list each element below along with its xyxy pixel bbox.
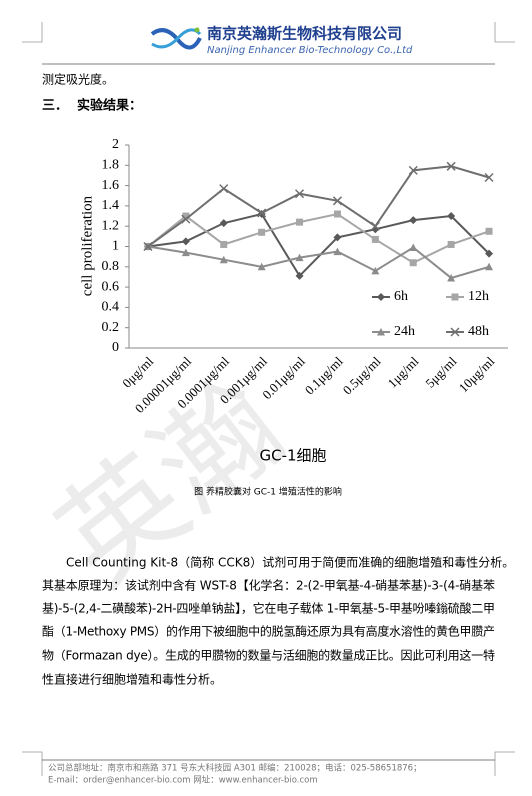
marker [332,196,342,206]
marker [450,327,460,337]
marker [377,328,385,336]
marker [257,262,266,271]
y-tick-label: 1.4 [102,198,120,213]
chart-title: GC-1细胞 [259,447,326,465]
y-tick-label: 1 [112,239,119,254]
figure-caption: 图 养精胶囊对 GC-1 增殖活性的影响 [194,486,342,498]
marker [409,259,417,267]
marker [371,235,379,243]
y-tick-label: 1.6 [102,178,120,193]
series-line [147,212,490,278]
paragraph-line: 基)-5-(2,4-二磺酸苯)-2H-四唑单钠盐】，它在电子载体 1-甲氧基-5… [42,601,495,616]
marker [484,172,494,183]
y-tick-label: 1.2 [102,218,120,233]
footer-line: E-mail：order@enhancer-bio.com 网址：www.enh… [48,775,318,786]
marker [258,228,266,236]
company-name: 南京英瀚斯生物科技有限公司 [207,25,402,43]
paragraph: Cell Counting Kit-8（简称 CCK8）试剂可用于简便而准确的细… [42,555,514,687]
marker [181,237,190,246]
paragraph-line: 性直接进行细胞增殖和毒性分析。 [42,672,222,687]
paragraph-line: 物（Formazan dye）。生成的甲臜物的数量与活细胞的数量成正比。因此可利… [42,648,495,663]
section-heading: 三． 实验结果： [42,98,142,114]
y-tick-label: 0.8 [102,259,120,274]
corner-mark [494,751,515,776]
marker [371,266,380,275]
x-tick-label: 0.5μg/ml [340,353,384,397]
x-tick-label: 0.1μg/ml [302,353,346,397]
marker [219,219,228,228]
marker [447,273,456,282]
paragraph-line: 其基本原理为：该试剂中含有 WST-8【化学名：2-(2-甲氧基-4-硝基苯基)… [42,578,495,593]
marker [370,221,380,231]
y-axis-label: cell proliferation [79,195,95,296]
footer-line: 公司总部地址：南京市和燕路 371 号东大科技园 A301 邮编：210028；… [48,763,422,774]
marker [377,293,385,301]
corner-mark [22,751,43,776]
marker [485,262,494,271]
marker [143,241,153,252]
x-tick-label: 10μg/ml [456,353,498,395]
x-tick-label: 0.01μg/ml [259,353,308,402]
marker [485,249,494,258]
marker [408,165,418,175]
marker [447,212,456,221]
marker [409,243,418,252]
company-name-en: Nanjing Enhancer Bio-Technology Co.,Ltd [207,45,413,56]
legend-label: 48h [468,324,489,339]
footer: 公司总部地址：南京市和燕路 371 号东大科技园 A301 邮编：210028；… [48,763,422,786]
marker [181,214,191,224]
marker [295,253,304,262]
marker [333,210,341,218]
series-line [147,245,490,280]
x-tick-label: 5μg/ml [422,353,459,390]
marker [333,247,342,256]
paragraph-line: 酯（1-Methoxy PMS）的作用下被细胞中的脱氢酶还原为具有高度水溶性的黄… [42,624,495,639]
marker [485,227,493,235]
marker [257,208,267,218]
y-tick-label: 0.6 [102,279,120,294]
y-tick-label: 0.4 [102,300,120,315]
legend-label: 12h [468,289,489,304]
marker [295,189,305,199]
marker [295,271,304,280]
legend-label: 6h [394,289,408,304]
series-line [147,212,490,264]
y-tick-label: 1.8 [102,158,120,173]
corner-marks [22,22,515,776]
corner-mark [22,22,43,43]
x-tick-label: 1μg/ml [384,353,421,390]
y-tick-label: 0.2 [102,320,120,335]
marker [181,248,190,257]
marker [219,184,229,194]
marker [409,216,418,225]
marker [220,240,228,248]
logo-dot [194,27,200,33]
marker [447,240,455,248]
corner-mark [494,22,515,43]
marker [333,233,342,242]
paragraph-line: Cell Counting Kit-8（简称 CCK8）试剂可用于简便而准确的细… [66,555,514,570]
marker [296,218,304,226]
marker [451,293,459,301]
series-line [147,165,490,248]
marker [219,255,228,264]
y-tick-label: 2 [112,137,119,152]
logo-wave [151,28,202,49]
intro-text: 测定吸光度。 [42,72,114,87]
y-tick-label: 0 [112,340,119,355]
marker [182,212,190,220]
legend-label: 24h [394,324,415,339]
logo [150,27,202,50]
marker [446,161,456,171]
